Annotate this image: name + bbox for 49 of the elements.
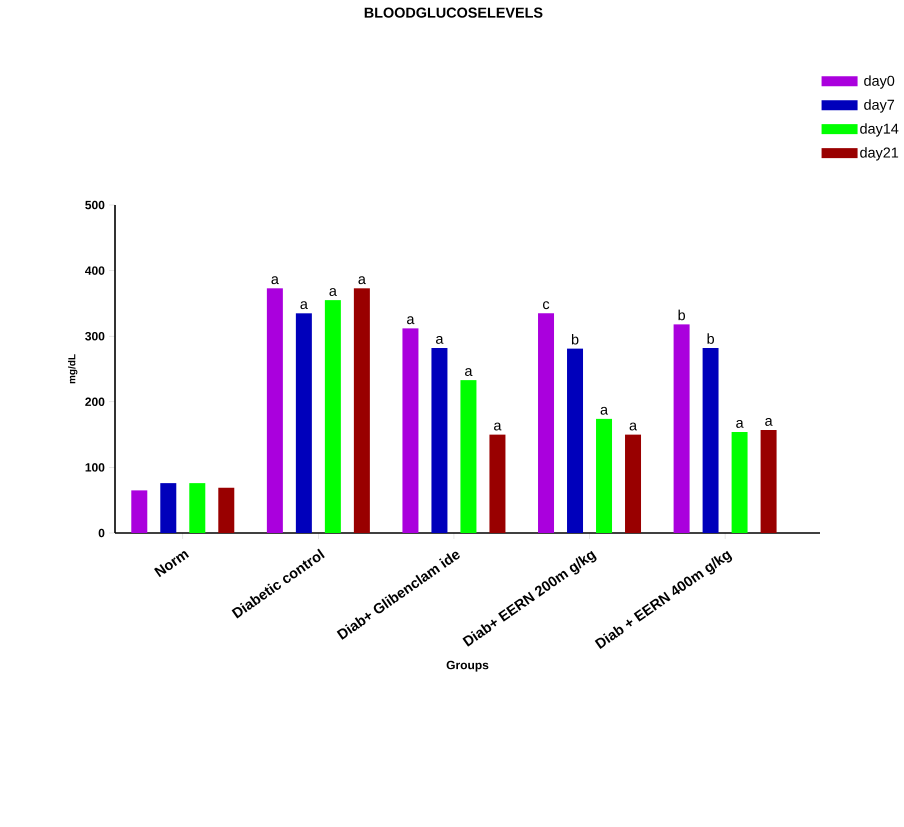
bar bbox=[160, 483, 176, 533]
chart-title: BLOODGLUCOSELEVELS bbox=[364, 8, 542, 18]
y-tick-label: 100 bbox=[86, 463, 104, 472]
data-label: a bbox=[271, 276, 279, 284]
bar bbox=[431, 348, 448, 533]
y-tick-label: 0 bbox=[98, 528, 104, 538]
bar bbox=[218, 488, 234, 533]
y-tick-label: 400 bbox=[85, 266, 104, 275]
data-label: a bbox=[465, 368, 472, 376]
data-label: a bbox=[407, 316, 414, 324]
legend-label: day0 bbox=[864, 75, 894, 89]
bar bbox=[460, 380, 476, 533]
bar bbox=[296, 313, 312, 533]
y-tick-label: 500 bbox=[85, 200, 104, 210]
data-label: a bbox=[736, 420, 744, 428]
legend-label: day21 bbox=[860, 147, 898, 161]
bar bbox=[732, 432, 748, 533]
data-label: a bbox=[494, 422, 502, 430]
x-axis-title: Groups bbox=[446, 660, 488, 672]
bar bbox=[596, 418, 612, 533]
bar bbox=[189, 483, 206, 533]
data-label: b bbox=[572, 334, 578, 345]
data-label: b bbox=[708, 333, 714, 344]
y-tick-label: 200 bbox=[85, 398, 104, 406]
legend-label: day7 bbox=[864, 99, 894, 113]
bar bbox=[760, 430, 777, 533]
data-label: b bbox=[678, 310, 685, 320]
bar bbox=[489, 434, 506, 533]
data-label: a bbox=[600, 406, 608, 415]
bar bbox=[538, 313, 554, 533]
data-label: a bbox=[300, 301, 308, 310]
bar bbox=[354, 288, 370, 533]
data-label: a bbox=[765, 418, 773, 426]
bar bbox=[402, 328, 418, 533]
y-tick-label: 300 bbox=[85, 332, 104, 340]
bar bbox=[324, 300, 341, 533]
data-label: a bbox=[358, 276, 366, 284]
data-label: a bbox=[329, 288, 337, 296]
bar bbox=[702, 348, 719, 533]
data-label: c bbox=[543, 301, 550, 310]
bar bbox=[131, 490, 148, 533]
bar bbox=[625, 434, 642, 533]
y-axis-title: mg/dL bbox=[68, 354, 78, 384]
bar bbox=[674, 324, 690, 533]
data-label: a bbox=[630, 422, 638, 430]
bar bbox=[266, 288, 283, 533]
bar bbox=[567, 348, 584, 533]
legend-label: day14 bbox=[860, 123, 898, 137]
data-label: a bbox=[436, 336, 444, 344]
